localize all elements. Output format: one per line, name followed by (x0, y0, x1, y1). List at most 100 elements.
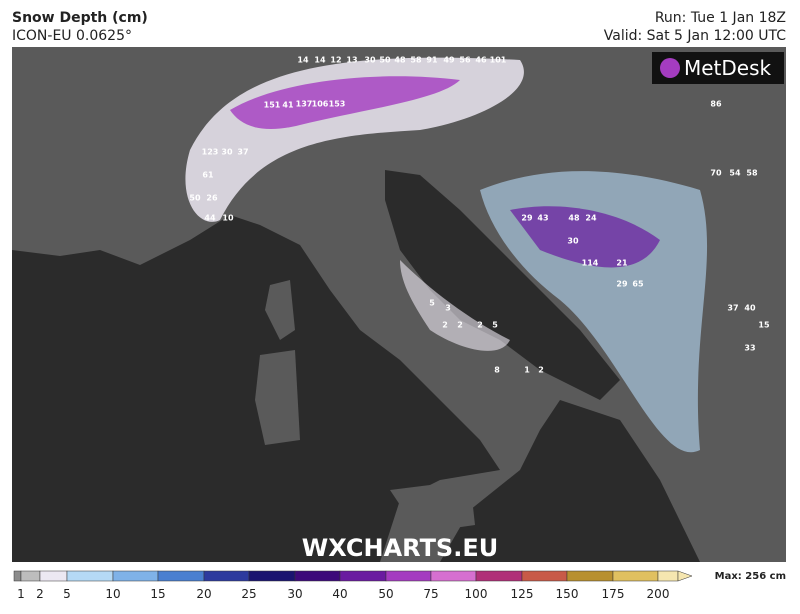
map-label: 54 (729, 169, 741, 178)
map-label: 41 (282, 101, 294, 110)
legend-swatch (39, 570, 68, 582)
legend-tick-label: 150 (556, 587, 579, 601)
legend-swatch (20, 570, 41, 582)
legend-swatch (657, 570, 679, 582)
legend-swatch (294, 570, 341, 582)
sea (385, 170, 620, 400)
legend-tick-label: 40 (332, 587, 347, 601)
map-label: 37 (237, 148, 248, 157)
logo-icon (660, 58, 680, 78)
legend-tick-label: 200 (647, 587, 670, 601)
map-label: 65 (632, 280, 644, 289)
legend-tick-label: 5 (63, 587, 71, 601)
map-label: 30 (364, 56, 376, 65)
title: Snow Depth (cm) (12, 10, 148, 26)
legend-max: Max: 256 cm (715, 571, 786, 582)
watermark: WXCHARTS.EU (302, 534, 498, 562)
legend-tick-label: 125 (511, 587, 534, 601)
sea (12, 215, 500, 562)
legend-swatch (521, 570, 568, 582)
legend-swatch (612, 570, 659, 582)
map-label: 58 (410, 56, 422, 65)
legend-tick-label: 10 (105, 587, 120, 601)
map-label: 46 (475, 56, 487, 65)
snow-area (230, 76, 460, 130)
legend-arrow (677, 570, 693, 582)
map-label: 86 (710, 100, 722, 109)
island (265, 280, 295, 340)
map-label: 2 (457, 321, 463, 330)
island (390, 480, 475, 530)
map-label: 3 (445, 304, 451, 313)
legend-swatch (339, 570, 387, 582)
map-label: 2 (477, 321, 483, 330)
map-label: 14 (314, 56, 326, 65)
map-label: 2 (538, 366, 544, 375)
map-label: 49 (443, 56, 455, 65)
legend-swatch (66, 570, 114, 582)
legend-tick-label: 25 (241, 587, 256, 601)
map-label: 13 (346, 56, 357, 65)
map-label: 29 (521, 214, 533, 223)
map-label: 43 (537, 214, 548, 223)
map-label: 48 (568, 214, 580, 223)
legend-swatch (248, 570, 296, 582)
legend-tick-label: 30 (287, 587, 302, 601)
legend-swatch (566, 570, 614, 582)
map-label: 56 (459, 56, 471, 65)
legend-tick-label: 50 (378, 587, 393, 601)
map-label: 106 (312, 100, 329, 109)
legend: Max: 256 cm 1 2 5 10 15 20 25 30 40 50 75 100 125 150… (13, 570, 786, 601)
map-label: 14 (297, 56, 309, 65)
map-label: 2 (442, 321, 448, 330)
map-label: 1 (524, 366, 530, 375)
snow-area (400, 260, 510, 351)
map-label: 37 (727, 304, 738, 313)
map-label: 101 (490, 56, 507, 65)
map-label: 48 (394, 56, 406, 65)
map-label: 15 (758, 321, 770, 330)
map-label: 29 (616, 280, 628, 289)
legend-swatch (157, 570, 205, 582)
legend-tick-label: 20 (196, 587, 211, 601)
sea (440, 400, 700, 562)
map: MetDesk WXCHARTS.EU (12, 47, 786, 562)
map-label: 114 (582, 259, 599, 268)
legend-tick-label: 2 (36, 587, 44, 601)
map-label: 33 (744, 344, 755, 353)
legend-tick-label: 15 (150, 587, 165, 601)
map-label: 44 (204, 214, 216, 223)
map-label: 91 (426, 56, 438, 65)
map-label: 30 (567, 237, 579, 246)
legend-tick-label: 175 (602, 587, 625, 601)
map-label: 5 (429, 299, 435, 308)
legend-tick-label: 100 (465, 587, 488, 601)
map-label: 24 (585, 214, 597, 223)
legend-tick-label: 75 (423, 587, 438, 601)
legend-swatch (385, 570, 432, 582)
map-label: 26 (206, 194, 218, 203)
logo: MetDesk (684, 56, 772, 80)
legend-swatch (203, 570, 250, 582)
legend-tick-label: 1 (17, 587, 25, 601)
map-label: 58 (746, 169, 758, 178)
map-label: 8 (494, 366, 500, 375)
map-label: 50 (379, 56, 391, 65)
map-label: 5 (492, 321, 498, 330)
map-label: 151 (264, 101, 281, 110)
map-label: 153 (329, 100, 346, 109)
map-label: 30 (221, 148, 233, 157)
map-label: 21 (616, 259, 628, 268)
map-label: 50 (189, 194, 201, 203)
legend-swatch (430, 570, 477, 582)
map-label: 10 (222, 214, 234, 223)
legend-swatch (475, 570, 523, 582)
legend-swatch (13, 570, 22, 582)
map-label: 61 (202, 171, 214, 180)
run: Run: Tue 1 Jan 18Z (655, 10, 786, 26)
map-label: 123 (202, 148, 219, 157)
legend-swatch (112, 570, 159, 582)
snow-area (510, 206, 660, 268)
